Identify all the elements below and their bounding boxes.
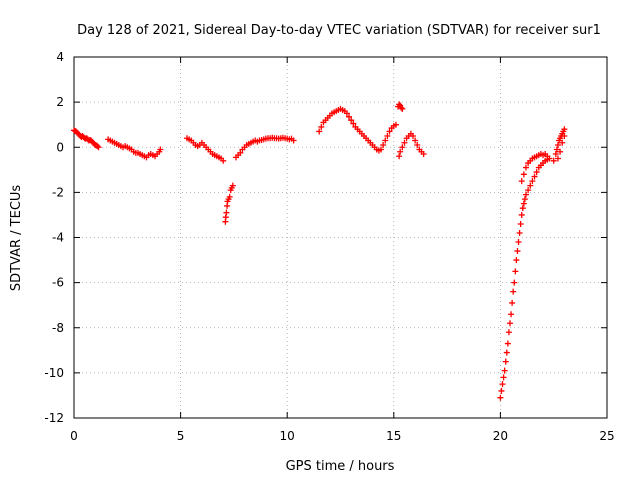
data-point xyxy=(420,151,427,158)
data-point xyxy=(316,128,323,135)
data-point xyxy=(398,104,405,111)
y-tick-label: -6 xyxy=(52,276,64,290)
data-point xyxy=(561,126,568,133)
y-tick-label: -8 xyxy=(52,321,64,335)
data-point xyxy=(554,155,561,162)
data-point xyxy=(497,394,504,401)
data-point xyxy=(519,205,526,212)
data-point xyxy=(396,101,403,108)
data-point xyxy=(531,173,538,180)
data-point xyxy=(509,299,516,306)
data-point xyxy=(343,110,350,117)
data-point xyxy=(380,141,387,148)
data-point xyxy=(525,187,532,194)
data-point xyxy=(504,340,511,347)
grid xyxy=(74,57,607,418)
data-point xyxy=(522,191,529,198)
data-point xyxy=(94,143,101,150)
data-point xyxy=(515,239,522,246)
data-point xyxy=(500,374,507,381)
data-point xyxy=(512,268,519,275)
data-point xyxy=(318,123,325,130)
data-point xyxy=(520,171,527,178)
data-point xyxy=(514,248,521,255)
data-point xyxy=(409,132,416,139)
data-point xyxy=(226,193,233,200)
data-point xyxy=(511,279,518,286)
data-point xyxy=(553,146,560,153)
data-point xyxy=(378,146,385,153)
data-point xyxy=(544,153,551,160)
data-point xyxy=(392,121,399,128)
y-tick-label: -2 xyxy=(52,185,64,199)
y-tick-label: -4 xyxy=(52,231,64,245)
data-point xyxy=(384,132,391,139)
x-axis-label: GPS time / hours xyxy=(286,459,395,474)
y-axis-label: SDTVAR / TECUs xyxy=(9,185,24,292)
data-points xyxy=(71,101,568,401)
data-point xyxy=(290,137,297,144)
y-tick-label: -12 xyxy=(44,411,64,425)
data-point xyxy=(550,157,557,164)
data-point xyxy=(522,164,529,171)
x-tick-label: 5 xyxy=(177,429,185,443)
data-point xyxy=(505,329,512,336)
x-tick-label: 10 xyxy=(280,429,295,443)
y-tick-label: -10 xyxy=(44,366,64,380)
data-point xyxy=(516,229,523,236)
data-point xyxy=(348,117,355,124)
data-point xyxy=(220,157,227,164)
data-point xyxy=(559,139,566,146)
data-point xyxy=(157,146,164,153)
data-point xyxy=(533,169,540,176)
data-point xyxy=(506,320,513,327)
data-point xyxy=(510,288,517,295)
data-point xyxy=(350,120,357,127)
x-tick-label: 15 xyxy=(386,429,401,443)
data-point xyxy=(503,349,510,356)
data-point xyxy=(557,148,564,155)
data-point xyxy=(223,209,230,216)
data-point xyxy=(499,381,506,388)
data-point xyxy=(520,200,527,207)
y-tick-label: 2 xyxy=(56,95,64,109)
data-point xyxy=(501,367,508,374)
data-point xyxy=(527,182,534,189)
y-tick-label: 0 xyxy=(56,140,64,154)
data-point xyxy=(554,141,561,148)
data-point xyxy=(517,220,524,227)
x-tick-label: 25 xyxy=(599,429,614,443)
data-point xyxy=(552,151,559,158)
data-point xyxy=(382,137,389,144)
data-point xyxy=(414,141,421,148)
data-point xyxy=(561,132,568,139)
data-point xyxy=(518,178,525,185)
data-point xyxy=(397,148,404,155)
data-point xyxy=(502,358,509,365)
data-point xyxy=(229,182,236,189)
data-point xyxy=(95,144,102,151)
data-point xyxy=(237,149,244,156)
chart-title: Day 128 of 2021, Sidereal Day-to-day VTE… xyxy=(77,23,601,38)
data-point xyxy=(521,196,528,203)
data-point xyxy=(529,178,536,185)
data-point xyxy=(386,128,393,135)
data-point xyxy=(518,211,525,218)
data-point xyxy=(401,139,408,146)
data-point xyxy=(346,113,353,120)
x-tick-label: 0 xyxy=(70,429,78,443)
data-point xyxy=(399,105,406,112)
x-tick-label: 20 xyxy=(493,429,508,443)
data-point xyxy=(412,137,419,144)
y-tick-label: 4 xyxy=(56,50,64,64)
data-point xyxy=(508,311,515,318)
data-point xyxy=(399,144,406,151)
data-point xyxy=(396,153,403,160)
data-point xyxy=(513,257,520,264)
data-point xyxy=(498,387,505,394)
